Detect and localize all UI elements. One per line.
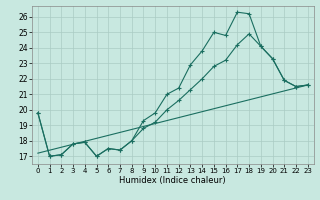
X-axis label: Humidex (Indice chaleur): Humidex (Indice chaleur) bbox=[119, 176, 226, 185]
